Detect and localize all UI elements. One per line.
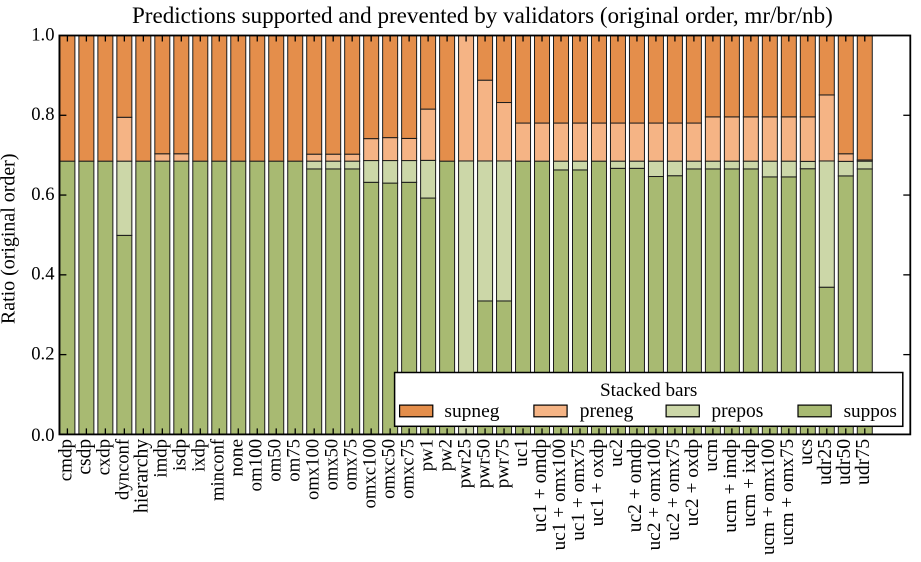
svg-text:uc1 + omx75: uc1 + omx75: [568, 439, 589, 541]
svg-text:uc1 + oxdp: uc1 + oxdp: [587, 439, 608, 526]
svg-text:pw2: pw2: [435, 439, 456, 471]
svg-text:preneg: preneg: [580, 400, 634, 422]
svg-text:pwr50: pwr50: [473, 439, 494, 488]
svg-text:ucm + omx100: ucm + omx100: [758, 439, 779, 555]
svg-text:Predictions supported and prev: Predictions supported and prevented by v…: [132, 2, 833, 28]
svg-text:uc2 + oxdp: uc2 + oxdp: [682, 439, 703, 526]
svg-text:hierarchy: hierarchy: [132, 439, 153, 513]
svg-text:1.0: 1.0: [31, 24, 54, 45]
svg-text:omxc75: omxc75: [397, 439, 418, 499]
svg-text:udr25: udr25: [814, 439, 836, 485]
svg-text:omxc100: omxc100: [359, 439, 380, 509]
svg-text:om50: om50: [264, 439, 285, 482]
svg-text:om100: om100: [245, 439, 266, 492]
svg-text:0.2: 0.2: [31, 344, 54, 365]
svg-text:Stacked bars: Stacked bars: [600, 380, 697, 401]
svg-text:om75: om75: [283, 439, 304, 482]
svg-text:uc1 + omdp: uc1 + omdp: [530, 439, 551, 532]
svg-text:uc2 + omdp: uc2 + omdp: [625, 439, 646, 532]
svg-text:ixdp: ixdp: [189, 439, 209, 472]
svg-text:csdp: csdp: [75, 439, 96, 475]
svg-text:pw1: pw1: [416, 439, 437, 471]
svg-text:ucs: ucs: [796, 439, 817, 465]
svg-text:cmdp: cmdp: [56, 439, 77, 481]
svg-text:udr75: udr75: [852, 439, 874, 485]
svg-text:isdp: isdp: [170, 439, 191, 471]
svg-text:udr50: udr50: [833, 439, 855, 485]
svg-text:uc1: uc1: [511, 439, 532, 467]
svg-text:supneg: supneg: [444, 401, 499, 422]
svg-text:0.6: 0.6: [31, 184, 54, 205]
svg-text:minconf: minconf: [207, 438, 228, 501]
svg-text:cxdp: cxdp: [94, 439, 115, 476]
svg-text:Ratio (original order): Ratio (original order): [0, 154, 20, 325]
svg-text:dynconf: dynconf: [113, 438, 134, 500]
svg-text:0.8: 0.8: [31, 104, 54, 125]
svg-text:suppos: suppos: [844, 401, 897, 422]
svg-text:uc2 + omx75: uc2 + omx75: [663, 439, 684, 541]
svg-text:pwr75: pwr75: [492, 439, 513, 488]
svg-text:ucm: ucm: [701, 439, 722, 472]
svg-text:ucm + imdp: ucm + imdp: [720, 439, 741, 533]
svg-text:uc1 + omx100: uc1 + omx100: [549, 439, 570, 550]
svg-text:omx50: omx50: [321, 439, 342, 490]
svg-text:uc2: uc2: [606, 439, 627, 467]
svg-text:omxc50: omxc50: [378, 439, 399, 499]
svg-text:omx75: omx75: [340, 439, 361, 490]
svg-text:0.4: 0.4: [31, 264, 54, 285]
svg-text:uc2 + omx100: uc2 + omx100: [644, 439, 665, 550]
svg-text:imdp: imdp: [151, 439, 172, 478]
svg-text:0.0: 0.0: [31, 425, 54, 446]
svg-text:omx100: omx100: [302, 439, 323, 500]
svg-text:ucm + omx75: ucm + omx75: [777, 439, 798, 546]
svg-text:none: none: [226, 439, 247, 477]
svg-text:ucm + ixdp: ucm + ixdp: [739, 439, 760, 527]
svg-text:prepos: prepos: [711, 401, 763, 422]
svg-text:pwr25: pwr25: [454, 439, 475, 488]
